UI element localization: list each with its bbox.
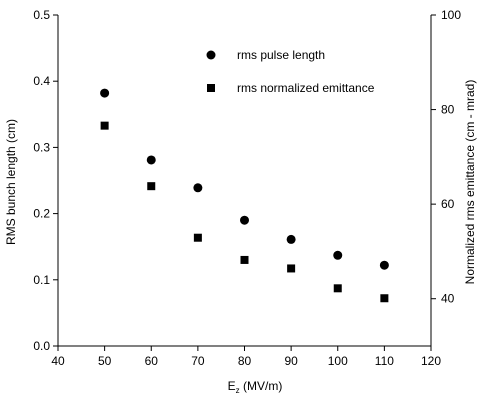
point-pulse-length [100,88,110,98]
left-y-tick-label: 0.2 [33,207,50,221]
x-tick-label: 90 [284,354,298,368]
x-tick-label: 70 [191,354,205,368]
right-y-axis-label: Normalized rms emittance (cm - mrad) [463,80,477,285]
left-y-axis-label: RMS bunch length (cm) [4,119,18,245]
x-tick-label: 110 [375,354,394,368]
left-y-tick-label: 0.4 [33,74,50,88]
point-pulse-length [333,250,343,260]
legend: rms pulse length rms normalized emittanc… [206,48,375,95]
left-y-tick-label: 0.0 [33,339,50,353]
left-y-tick-label: 0.1 [33,273,50,287]
right-y-tick-label: 100 [441,8,461,22]
x-tick-label: 80 [238,354,252,368]
x-tick-label: 60 [145,354,159,368]
x-axis-label-unit: (MV/m) [240,379,283,393]
left-y-tick-label: 0.3 [33,140,50,154]
point-emittance [380,294,389,303]
right-y-tick-label: 40 [441,292,455,306]
x-axis-label-subscript: z [236,386,240,395]
plot-axes [57,15,432,347]
legend-label-pulse-length: rms pulse length [237,48,325,62]
left-y-tick-label: 0.5 [33,8,50,22]
point-emittance [193,233,202,242]
legend-label-emittance: rms normalized emittance [237,81,375,95]
point-pulse-length [193,183,203,193]
point-emittance [147,182,156,191]
point-emittance [287,264,296,273]
point-pulse-length [240,215,249,225]
tick-marks: 40 50 60 70 80 90 100 110 120 0.0 0.1 0.2 0.3 0.4 0.5 4… [33,8,461,368]
point-pulse-length [146,155,156,165]
x-tick-label: 40 [51,354,65,368]
legend-marker-pulse-length [206,50,216,60]
right-y-tick-label: 80 [441,103,455,117]
x-tick-label: 100 [328,354,348,368]
point-pulse-length [286,234,296,244]
right-y-tick-label: 60 [441,197,455,211]
point-emittance [240,255,249,264]
point-pulse-length [379,260,389,270]
point-emittance [100,121,109,130]
x-axis-label-main: E [228,379,236,393]
x-axis-label: Ez (MV/m) [228,379,283,395]
point-emittance [333,284,342,293]
legend-marker-emittance [207,84,215,92]
x-tick-label: 50 [98,354,112,368]
data-marks [100,88,389,303]
x-tick-label: 120 [421,354,441,368]
